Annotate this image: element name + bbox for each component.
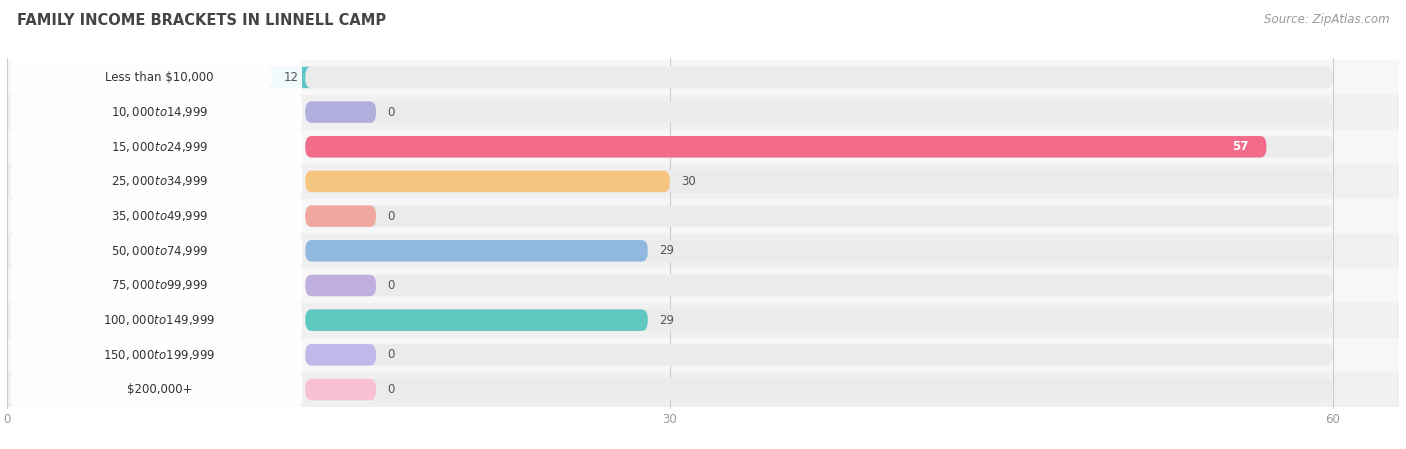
FancyBboxPatch shape	[305, 379, 375, 400]
Bar	[0, 268, 1406, 303]
FancyBboxPatch shape	[10, 197, 302, 235]
Text: 0: 0	[387, 210, 395, 223]
Text: 30: 30	[681, 175, 696, 188]
Text: FAMILY INCOME BRACKETS IN LINNELL CAMP: FAMILY INCOME BRACKETS IN LINNELL CAMP	[17, 13, 387, 28]
Text: $25,000 to $34,999: $25,000 to $34,999	[111, 175, 208, 189]
Bar	[0, 164, 1406, 199]
Text: $100,000 to $149,999: $100,000 to $149,999	[103, 313, 215, 327]
FancyBboxPatch shape	[10, 301, 302, 339]
Text: $50,000 to $74,999: $50,000 to $74,999	[111, 244, 208, 258]
Text: 0: 0	[387, 383, 395, 396]
Text: $150,000 to $199,999: $150,000 to $199,999	[103, 348, 215, 362]
FancyBboxPatch shape	[305, 136, 1267, 158]
FancyBboxPatch shape	[305, 344, 1333, 365]
FancyBboxPatch shape	[10, 336, 302, 374]
Bar	[0, 338, 1406, 372]
FancyBboxPatch shape	[305, 275, 375, 296]
Bar	[0, 303, 1406, 338]
FancyBboxPatch shape	[305, 309, 1333, 331]
FancyBboxPatch shape	[305, 171, 1333, 192]
FancyBboxPatch shape	[305, 171, 669, 192]
Text: $200,000+: $200,000+	[127, 383, 193, 396]
Bar	[0, 199, 1406, 233]
FancyBboxPatch shape	[10, 370, 302, 409]
Text: 29: 29	[659, 314, 673, 327]
FancyBboxPatch shape	[305, 205, 375, 227]
FancyBboxPatch shape	[10, 163, 302, 200]
FancyBboxPatch shape	[305, 309, 648, 331]
FancyBboxPatch shape	[305, 275, 1333, 296]
FancyBboxPatch shape	[305, 101, 1333, 123]
Bar	[0, 372, 1406, 407]
FancyBboxPatch shape	[305, 136, 1333, 158]
Text: Source: ZipAtlas.com: Source: ZipAtlas.com	[1264, 13, 1389, 26]
Bar	[0, 95, 1406, 129]
Text: 0: 0	[387, 106, 395, 119]
FancyBboxPatch shape	[10, 58, 302, 97]
Bar	[0, 233, 1406, 268]
Text: 0: 0	[387, 279, 395, 292]
FancyBboxPatch shape	[10, 232, 302, 270]
Text: $75,000 to $99,999: $75,000 to $99,999	[111, 278, 208, 292]
FancyBboxPatch shape	[10, 128, 302, 166]
Text: Less than $10,000: Less than $10,000	[105, 71, 214, 84]
FancyBboxPatch shape	[305, 344, 375, 365]
FancyBboxPatch shape	[305, 67, 1333, 88]
FancyBboxPatch shape	[305, 240, 648, 262]
FancyBboxPatch shape	[10, 93, 302, 131]
Text: $35,000 to $49,999: $35,000 to $49,999	[111, 209, 208, 223]
Text: $10,000 to $14,999: $10,000 to $14,999	[111, 105, 208, 119]
Text: $15,000 to $24,999: $15,000 to $24,999	[111, 140, 208, 154]
Text: 57: 57	[1232, 140, 1249, 153]
Text: 29: 29	[659, 244, 673, 257]
FancyBboxPatch shape	[305, 205, 1333, 227]
FancyBboxPatch shape	[305, 379, 1333, 400]
Text: 0: 0	[387, 348, 395, 361]
FancyBboxPatch shape	[305, 240, 1333, 262]
Bar	[0, 60, 1406, 95]
FancyBboxPatch shape	[10, 267, 302, 304]
FancyBboxPatch shape	[266, 67, 312, 88]
Bar	[0, 129, 1406, 164]
FancyBboxPatch shape	[305, 101, 375, 123]
Text: 12: 12	[283, 71, 298, 84]
